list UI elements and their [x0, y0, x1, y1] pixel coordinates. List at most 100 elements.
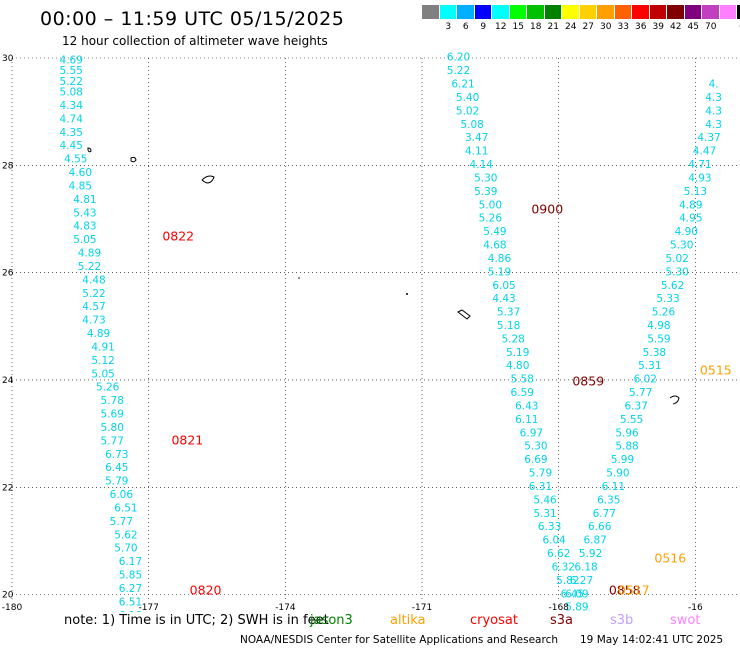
wave-height-value: 4.48 [82, 274, 105, 286]
wave-height-value: 6.66 [588, 521, 612, 533]
wave-height-value: 6.97 [520, 427, 543, 439]
wave-height-value: 3.47 [465, 132, 488, 144]
wave-height-value: 6.69 [524, 454, 547, 466]
latitude-tick-label: 20 [2, 591, 14, 601]
legend-label: 3 [445, 22, 452, 32]
wave-height-value: 6.18 [119, 610, 142, 612]
legend-label: 21 [547, 22, 559, 32]
wave-height-value: 5.30 [524, 441, 547, 453]
legend-label: 39 [652, 22, 664, 32]
wave-height-value: 5.33 [656, 293, 679, 305]
wave-height-value: 4.11 [465, 146, 488, 158]
wave-height-value: 5.30 [474, 172, 497, 184]
wave-height-value: 6.21 [451, 79, 474, 91]
wave-height-value: 5.22 [82, 288, 105, 300]
pass-time-label: 0859 [572, 373, 604, 388]
wave-height-value: 4.83 [73, 221, 96, 233]
wave-height-value: 5.90 [606, 468, 629, 480]
latitude-tick-label: 28 [2, 161, 14, 171]
legend-swatch [684, 5, 702, 19]
wave-height-value: 5.69 [101, 409, 124, 421]
legend-swatch [439, 5, 457, 19]
wave-height-value: 4.85 [69, 180, 92, 192]
mission-label: s3a [550, 613, 574, 628]
wave-height-value: 5.70 [114, 543, 137, 555]
latitude-tick-label: 22 [2, 483, 13, 493]
wave-height-value: 6.27 [119, 583, 142, 595]
wave-height-value: 5.05 [73, 234, 96, 246]
wave-height-value: 4.71 [688, 159, 711, 171]
longitude-tick-label: -177 [138, 603, 158, 612]
wave-height-value: 6.11 [602, 481, 625, 493]
legend-swatch [492, 5, 510, 19]
wave-height-value: 4.14 [470, 159, 494, 171]
longitude-tick-label: -174 [275, 603, 296, 612]
legend-swatch [649, 5, 667, 19]
island-dot [298, 277, 300, 279]
legend-swatch [457, 5, 475, 19]
wave-height-value: 4.55 [64, 154, 87, 166]
wave-height-value: 5.62 [661, 280, 684, 292]
map-subtitle: 12 hour collection of altimeter wave hei… [62, 34, 328, 48]
legend-label: 27 [582, 22, 594, 32]
wave-height-value: 4.43 [492, 293, 515, 305]
wave-height-value: 4.93 [688, 172, 711, 184]
wave-height-value: 5.58 [511, 374, 534, 386]
wave-height-value: 5.40 [456, 92, 479, 104]
wave-height-value: 5.39 [474, 186, 497, 198]
wave-height-value: 5.59 [647, 333, 670, 345]
island-outline [87, 147, 92, 153]
wave-height-value: 5.43 [73, 207, 96, 219]
wave-height-value: 4.86 [488, 253, 512, 265]
island-dot [406, 293, 408, 295]
legend-swatch [614, 5, 632, 19]
legend-label: 18 [530, 22, 542, 32]
map-axis-labels: -180 -177 -174 -171 -168 -16 20 22 24 26 28 30 [2, 54, 703, 612]
wave-height-value: 5.79 [529, 468, 552, 480]
wave-height-value: 6.45 [105, 462, 128, 474]
pass-time-label: 0821 [171, 432, 203, 447]
wave-height-value: 5.13 [684, 186, 707, 198]
wave-height-value: 5.99 [611, 454, 634, 466]
wave-height-value: 5.28 [501, 333, 524, 345]
wave-height-value: 5.85 [119, 570, 142, 582]
wave-height-value: 6.11 [515, 414, 538, 426]
credit-line: NOAA/NESDIS Center for Satellite Applica… [240, 634, 558, 646]
island-outlines [87, 147, 680, 405]
legend-label: 12 [495, 22, 507, 32]
legend-swatch [737, 5, 740, 19]
legend-unit: (ft) [739, 22, 740, 32]
wave-height-value: 6.59 [511, 387, 534, 399]
legend-label: 30 [600, 22, 612, 32]
wave-height-value: 5.31 [533, 508, 556, 520]
legend-swatch [527, 5, 545, 19]
legend-label: 24 [565, 22, 577, 32]
wave-height-value: 5.30 [670, 240, 693, 252]
wave-height-value: 4.37 [697, 132, 720, 144]
altimeter-map: 4.695.555.225.084.344.744.354.454.554.60… [2, 52, 740, 612]
wave-height-value: 5.77 [629, 387, 652, 399]
wave-height-value: 6.35 [597, 494, 620, 506]
wave-height-value: 5.05 [91, 368, 114, 380]
wave-height-value: 5.82 [556, 575, 579, 587]
wave-height-value: 6.51 [114, 502, 137, 514]
wave-height-value: 6.18 [574, 561, 597, 573]
wave-height-value: 5.18 [497, 320, 520, 332]
legend-label: 9 [480, 22, 487, 32]
legend-label: 15 [512, 22, 524, 32]
wave-height-value: 5.26 [652, 307, 676, 319]
legend-swatch [422, 5, 440, 19]
pass-time-label: 0858 [609, 583, 641, 598]
mission-label: jason3 [310, 613, 353, 628]
generated-timestamp: 19 May 14:02:41 UTC 2025 [580, 634, 724, 646]
wave-height-value: 6.27 [570, 575, 593, 587]
wave-height-value: 5.79 [105, 476, 128, 488]
wave-height-value: 5.38 [643, 347, 666, 359]
wave-height-value: 5.92 [579, 548, 602, 560]
wave-height-value: 6.87 [583, 535, 606, 547]
wave-height-value: 4.80 [506, 360, 529, 372]
wave-height-value: 5.46 [533, 494, 557, 506]
legend-color-bar [422, 5, 740, 19]
wave-height-value: 5.37 [497, 307, 520, 319]
wave-height-value: 6.02 [634, 374, 657, 386]
